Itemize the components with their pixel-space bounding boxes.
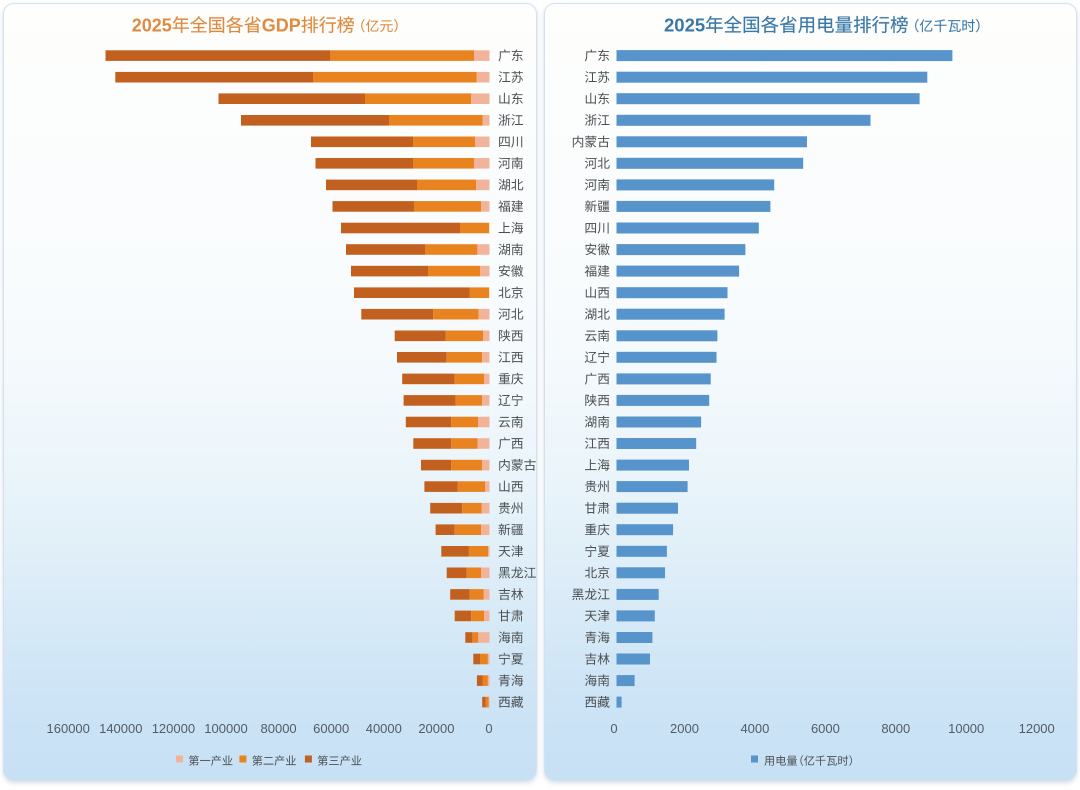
svg-text:GDP: GDP [262, 16, 301, 36]
svg-text:10000: 10000 [948, 721, 984, 736]
svg-text:80000: 80000 [261, 721, 297, 736]
svg-text:60000: 60000 [313, 721, 349, 736]
svg-text:2025: 2025 [132, 16, 172, 36]
svg-text:4000: 4000 [740, 721, 769, 736]
svg-text:160000: 160000 [47, 721, 90, 736]
svg-text:8000: 8000 [881, 721, 910, 736]
svg-text:0: 0 [610, 721, 617, 736]
svg-text:12000: 12000 [1019, 721, 1055, 736]
svg-text:120000: 120000 [152, 721, 195, 736]
svg-text:140000: 140000 [99, 721, 142, 736]
svg-text:2000: 2000 [670, 721, 699, 736]
svg-text:20000: 20000 [418, 721, 454, 736]
svg-text:2025: 2025 [664, 15, 705, 36]
svg-text:100000: 100000 [204, 721, 247, 736]
svg-text:0: 0 [485, 721, 492, 736]
svg-text:6000: 6000 [811, 721, 840, 736]
svg-text:40000: 40000 [366, 721, 402, 736]
